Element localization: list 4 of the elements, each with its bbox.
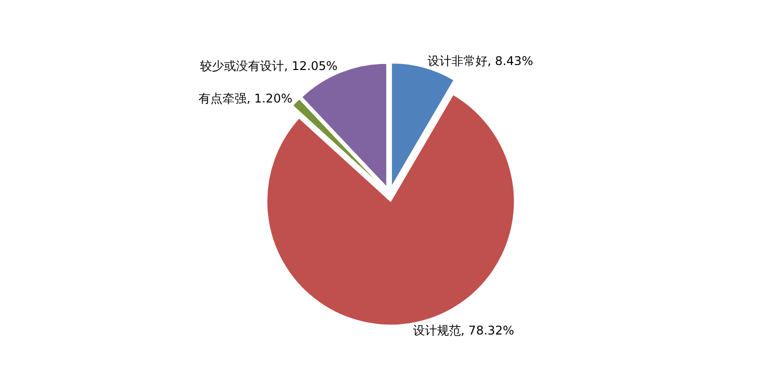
slice-label: 较少或没有设计, 12.05% — [200, 59, 338, 74]
slice-label: 设计非常好, 8.43% — [427, 54, 534, 68]
slice-label: 设计规范, 78.32% — [412, 324, 514, 338]
slice-label: 有点牵强, 1.20% — [198, 92, 292, 106]
